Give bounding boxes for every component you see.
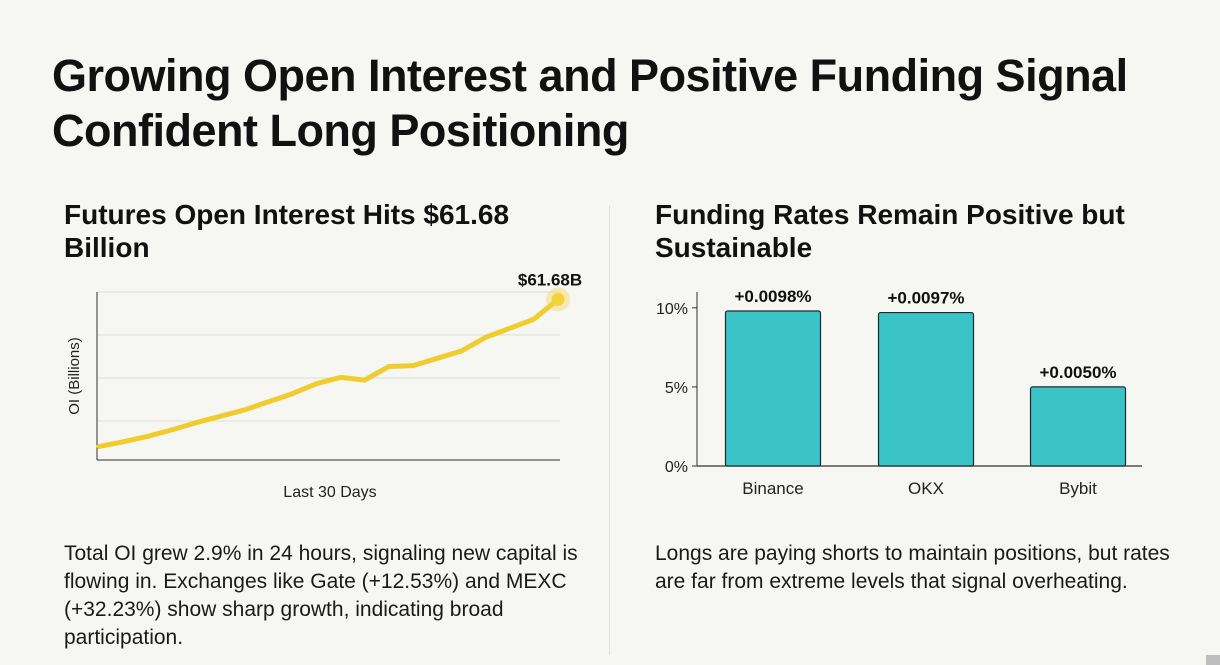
end-point (551, 292, 565, 306)
oi-panel-title: Futures Open Interest Hits $61.68 Billio… (64, 199, 510, 263)
end-value-label: $61.68B (518, 270, 582, 289)
y-tick-label: 0% (665, 459, 688, 476)
category-label: OKX (908, 479, 944, 498)
category-label: Bybit (1059, 479, 1097, 498)
bar-value-label: +0.0098% (734, 287, 811, 306)
funding-panel-title: Funding Rates Remain Positive but Sustai… (655, 199, 1125, 263)
page-title: Growing Open Interest and Positive Fundi… (52, 50, 1128, 156)
oi-description: Total OI grew 2.9% in 24 hours, signalin… (64, 542, 578, 649)
oi-series-line (96, 296, 561, 449)
category-label: Binance (742, 479, 803, 498)
bar-value-label: +0.0097% (887, 289, 964, 308)
funding-description: Longs are paying shorts to maintain posi… (655, 542, 1170, 593)
panel-divider (609, 205, 610, 655)
bar-bybit (1029, 386, 1127, 467)
bar-binance (724, 310, 822, 467)
open-interest-line-chart: OI (Billions) Last 30 Days $61.68B (66, 270, 582, 501)
corner-mark (1206, 655, 1220, 665)
funding-rates-bar-chart: 0% 5% 10% +0.0098% Binance +0.0097% OKX +0.0050… (656, 287, 1142, 498)
y-tick-label: 10% (656, 301, 688, 318)
y-tick-label: 5% (665, 380, 688, 397)
bar-value-label: +0.0050% (1039, 363, 1116, 382)
x-axis-label: Last 30 Days (283, 484, 376, 501)
bar-okx (877, 311, 975, 467)
y-axis-label: OI (Billions) (66, 337, 83, 415)
